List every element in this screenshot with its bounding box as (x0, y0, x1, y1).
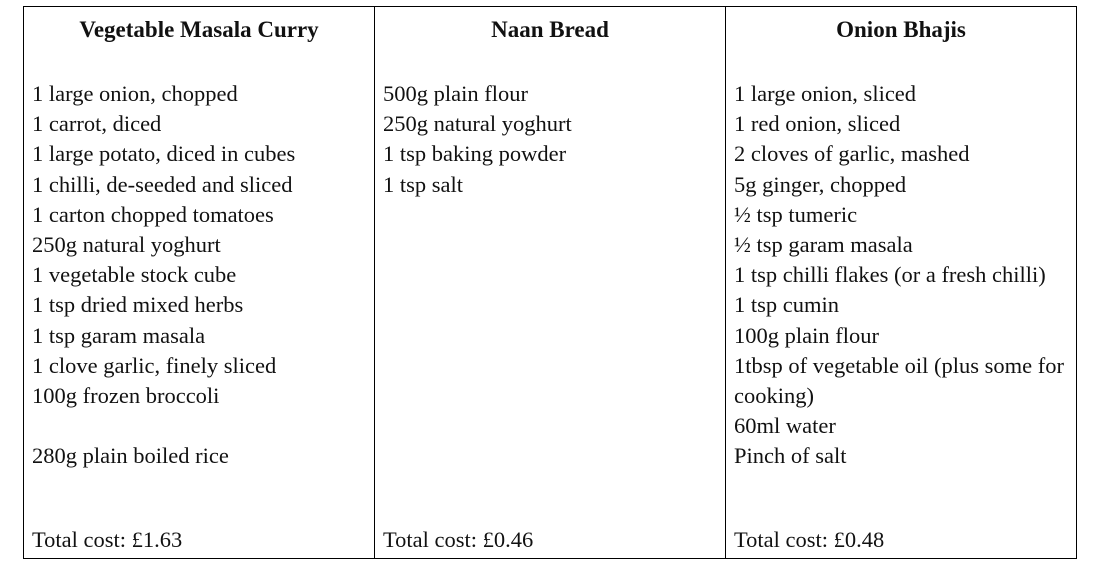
recipe-cell-curry: Vegetable Masala Curry 1 large onion, ch… (23, 6, 375, 559)
ingredient-line: 1 tsp garam masala (32, 322, 206, 348)
ingredient-list: 1 large onion, chopped 1 carrot, diced 1… (32, 79, 368, 472)
ingredient-list: 500g plain flour 250g natural yoghurt 1 … (383, 79, 719, 200)
ingredient-line: 1 tsp baking powder (383, 141, 567, 167)
ingredient-line: 1 tsp dried mixed herbs (32, 292, 244, 318)
ingredient-line: 1 large onion, chopped (32, 81, 238, 106)
ingredient-line: 1 tsp chilli flakes (or a fresh chilli) (734, 262, 1046, 288)
ingredient-line: 500g plain flour (383, 81, 528, 106)
ingredient-line: 250g natural yoghurt (32, 232, 221, 258)
ingredient-line: 1 large potato, diced in cubes (32, 141, 296, 167)
ingredient-line: 1 tsp salt (383, 171, 464, 197)
ingredient-line: 1tbsp of vegetable oil (plus some for co… (734, 352, 1064, 409)
ingredient-line: 1 large onion, sliced (734, 81, 917, 106)
ingredient-line: 100g frozen broccoli (32, 383, 220, 409)
ingredient-line: Pinch of salt (734, 443, 847, 469)
ingredient-line: 1 tsp cumin (734, 292, 839, 318)
ingredient-line: 5g ginger, chopped (734, 171, 907, 197)
ingredient-line: 1 carton chopped tomatoes (32, 201, 274, 227)
recipe-table: Vegetable Masala Curry 1 large onion, ch… (23, 6, 1077, 559)
total-cost: Total cost: £1.63 (32, 527, 183, 552)
total-cost: Total cost: £0.48 (734, 527, 885, 552)
ingredient-line: 2 cloves of garlic, mashed (734, 141, 970, 167)
table-row: Vegetable Masala Curry 1 large onion, ch… (23, 6, 1077, 559)
ingredient-line: 1 red onion, sliced (734, 111, 901, 137)
ingredient-line: 280g plain boiled rice (32, 443, 229, 469)
recipe-title: Naan Bread (491, 17, 609, 42)
ingredient-line: 1 carrot, diced (32, 111, 162, 137)
ingredient-line: 100g plain flour (734, 322, 879, 348)
blank-line (32, 411, 368, 441)
recipe-title: Onion Bhajis (836, 17, 966, 42)
recipe-title: Vegetable Masala Curry (79, 17, 319, 42)
ingredient-line: 1 chilli, de-seeded and sliced (32, 171, 293, 197)
ingredient-list: 1 large onion, sliced 1 red onion, slice… (734, 79, 1070, 472)
ingredient-line: ½ tsp garam masala (734, 232, 913, 258)
recipe-cell-naan: Naan Bread 500g plain flour 250g natural… (374, 6, 726, 559)
ingredient-line: 1 vegetable stock cube (32, 262, 237, 288)
ingredient-line: 1 clove garlic, finely sliced (32, 352, 277, 378)
ingredient-line: 60ml water (734, 413, 836, 439)
ingredient-line: ½ tsp tumeric (734, 201, 858, 227)
recipe-cell-bhajis: Onion Bhajis 1 large onion, sliced 1 red… (725, 6, 1077, 559)
total-cost: Total cost: £0.46 (383, 527, 534, 552)
ingredient-line: 250g natural yoghurt (383, 111, 572, 137)
